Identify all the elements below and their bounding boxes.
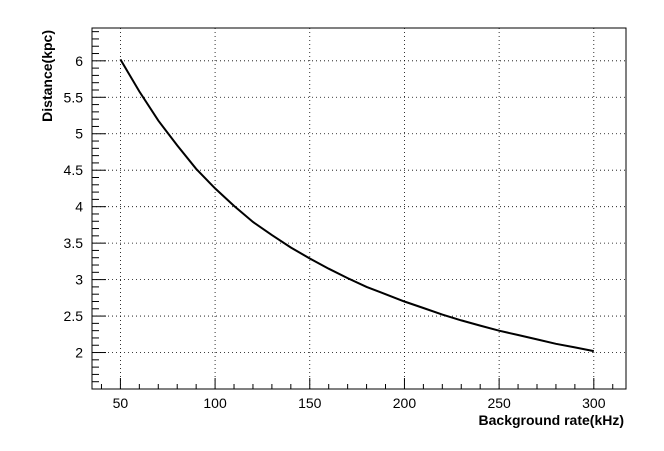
y-tick-label: 2.5 (64, 308, 84, 324)
x-tick-label: 300 (582, 395, 606, 411)
x-tick-label: 100 (203, 395, 227, 411)
grid-lines (92, 28, 626, 389)
y-axis-tick-labels: 2 2.5 3 3.5 4 4.5 5 5.5 6 (64, 53, 84, 361)
y-tick-label: 2 (75, 345, 83, 361)
y-tick-label: 4.5 (64, 162, 84, 178)
plot-frame (91, 27, 627, 390)
x-tick-label: 200 (393, 395, 417, 411)
y-tick-label: 3.5 (64, 235, 84, 251)
x-tick-label: 150 (298, 395, 322, 411)
y-tick-label: 5 (75, 126, 83, 142)
y-tick-label: 6 (75, 53, 83, 69)
x-axis-tick-labels: 50 100 150 200 250 300 (113, 395, 606, 411)
y-axis-ticks (92, 31, 106, 383)
y-axis-title: Distance(kpc) (39, 30, 55, 122)
series-line-distance (119, 58, 594, 353)
y-tick-label: 3 (75, 272, 83, 288)
x-tick-label: 50 (113, 395, 129, 411)
x-axis-ticks (100, 378, 614, 389)
x-tick-label: 250 (487, 395, 511, 411)
x-axis-title: Background rate(kHz) (479, 412, 624, 428)
y-tick-label: 4 (75, 199, 83, 215)
y-tick-label: 5.5 (64, 89, 84, 105)
